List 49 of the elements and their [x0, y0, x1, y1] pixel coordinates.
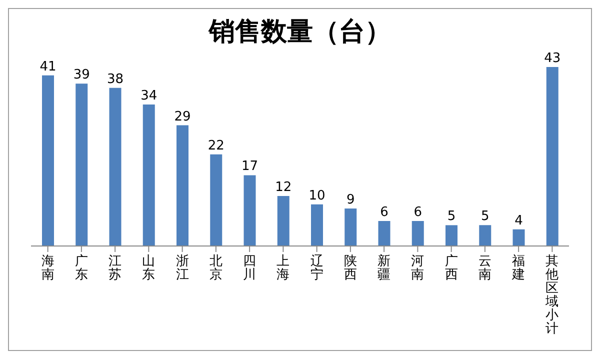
data-label: 34 [140, 88, 158, 104]
data-label: 4 [514, 213, 523, 228]
x-tick-label: 新疆 [378, 254, 391, 282]
data-label: 39 [73, 68, 90, 83]
x-tick-label: 上海 [276, 254, 290, 282]
bar [109, 88, 122, 246]
x-tick-label: 海南 [41, 254, 54, 282]
x-tick-label: 山东 [142, 254, 156, 282]
data-label: 41 [40, 59, 56, 74]
bar [311, 204, 323, 246]
bar [142, 104, 155, 246]
bar [344, 208, 357, 246]
bar [42, 75, 54, 246]
x-tick-label: 四川 [243, 254, 256, 282]
data-label: 9 [346, 192, 355, 208]
bar [446, 225, 458, 246]
data-label: 6 [414, 205, 422, 220]
data-label: 12 [275, 180, 292, 196]
x-tick-label: 江苏 [108, 254, 122, 282]
data-label: 38 [106, 72, 124, 87]
bar [378, 221, 390, 246]
x-tick-label: 广西 [444, 254, 458, 282]
bar [479, 225, 492, 246]
bar [412, 221, 424, 246]
x-tick-label: 北京 [209, 254, 222, 282]
data-label: 5 [480, 209, 490, 224]
bar [546, 67, 558, 246]
chart-title: 销售数量（台） [207, 16, 392, 49]
x-tick-label: 其他区域小计 [544, 254, 559, 336]
data-label: 29 [174, 109, 191, 124]
x-tick-label: 浙江 [176, 254, 189, 282]
x-tick-label: 河南 [411, 254, 424, 282]
bar [76, 84, 88, 246]
bar [176, 125, 188, 246]
data-label: 10 [308, 188, 326, 204]
bar [210, 154, 222, 246]
x-tick-label: 辽宁 [310, 254, 324, 282]
x-tick-label: 陕西 [344, 254, 357, 282]
x-tick-label: 广东 [74, 254, 88, 282]
data-label: 6 [380, 205, 388, 220]
data-label: 5 [447, 209, 456, 224]
bar [277, 196, 290, 246]
x-tick-label: 福建 [511, 254, 526, 282]
x-tick-label: 云南 [478, 254, 492, 282]
data-label: 17 [241, 159, 258, 174]
bar [244, 175, 256, 246]
bar [512, 229, 525, 246]
data-label: 22 [208, 138, 224, 154]
data-label: 43 [544, 51, 561, 66]
